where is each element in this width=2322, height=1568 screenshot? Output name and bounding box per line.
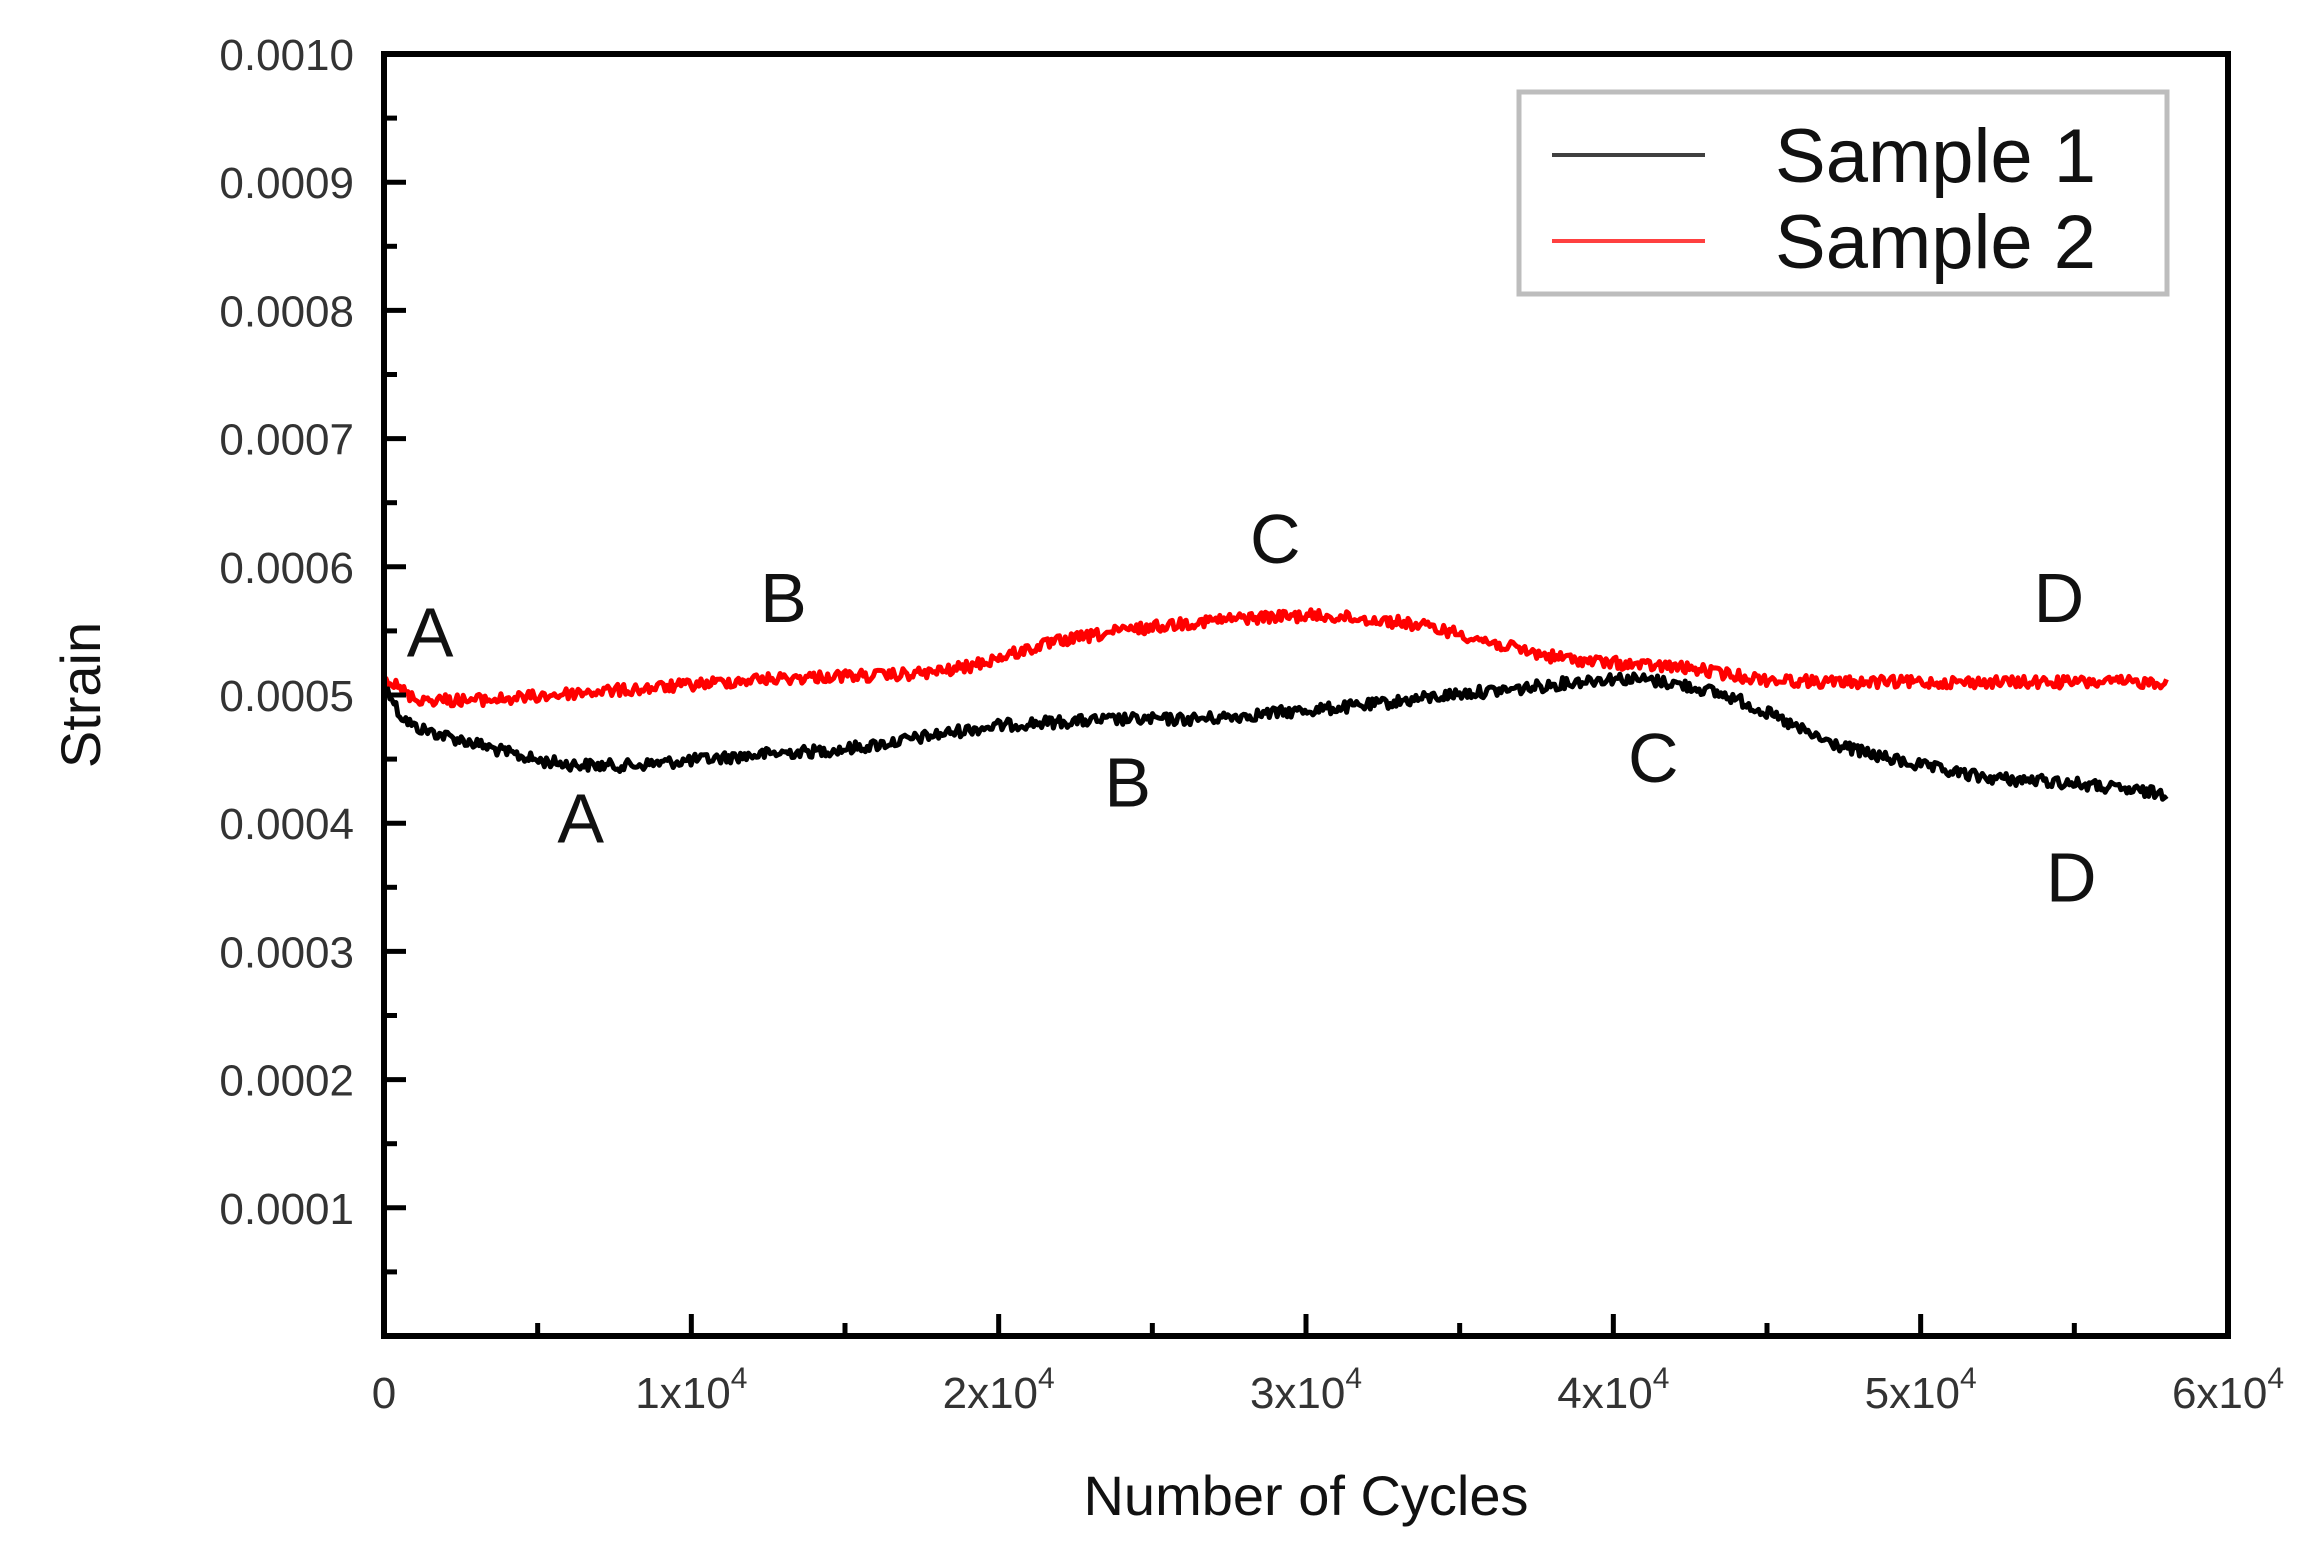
point-label-b: B: [1104, 744, 1151, 822]
x-tick-label: 5x104: [1865, 1362, 1977, 1418]
x-tick-label: 4x104: [1557, 1362, 1669, 1418]
y-tick-label: 0.0008: [219, 287, 354, 336]
y-tick-label: 0.0006: [219, 544, 354, 593]
series-layer: [381, 607, 2169, 802]
y-tick-label: 0.0001: [219, 1185, 354, 1234]
y-tick-label: 0.0003: [219, 928, 354, 977]
point-label-a: A: [407, 594, 454, 672]
x-tick-label: 0: [372, 1369, 396, 1418]
y-tick-label: 0.0009: [219, 159, 354, 208]
x-tick-label: 3x104: [1250, 1362, 1362, 1418]
point-label-d: D: [2046, 838, 2097, 916]
legend-label-2: Sample 2: [1775, 200, 2096, 285]
point-label-a: A: [557, 779, 604, 857]
x-tick-label: 2x104: [943, 1362, 1055, 1418]
x-axis-title: Number of Cycles: [1083, 1464, 1528, 1527]
x-tick-label: 1x104: [635, 1362, 747, 1418]
series-line-2: [381, 607, 2169, 709]
point-label-c: C: [1250, 500, 1301, 578]
series-line-1: [383, 671, 2169, 802]
x-tick-label: 6x104: [2172, 1362, 2284, 1418]
legend-label-1: Sample 1: [1775, 114, 2096, 199]
legend-box: [1516, 89, 2170, 297]
y-tick-label: 0.0010: [219, 31, 354, 80]
y-tick-label: 0.0004: [219, 800, 354, 849]
y-tick-label: 0.0007: [219, 416, 354, 465]
annotation-layer: A B C D A B C D: [407, 500, 2097, 916]
point-label-c: C: [1628, 719, 1679, 797]
point-label-d: D: [2034, 559, 2085, 637]
point-label-b: B: [760, 559, 807, 637]
y-tick-label: 0.0002: [219, 1057, 354, 1106]
y-axis-title: Strain: [49, 622, 112, 768]
ticks-layer: 0 1x104 2x104 3x104 4x104 5x104 6x104 0.0001 0.0…: [219, 31, 2284, 1418]
y-tick-label: 0.0005: [219, 672, 354, 721]
